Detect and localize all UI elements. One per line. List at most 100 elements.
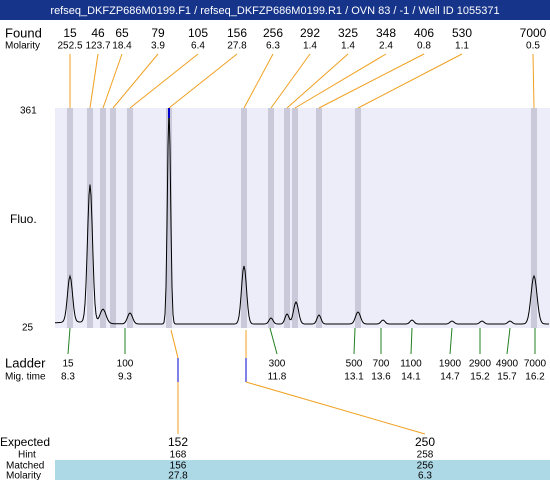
peak-connector (243, 53, 274, 109)
peak-connector (129, 53, 199, 109)
found-label: Found (5, 25, 42, 40)
matched-label: Matched (6, 461, 44, 472)
found-size: 105 (188, 26, 208, 40)
found-molarity: 123.7 (85, 41, 110, 52)
found-size: 292 (300, 26, 320, 40)
found-size: 530 (452, 26, 472, 40)
found-molarity: 252.5 (57, 41, 82, 52)
ladder-size: 500 (346, 359, 363, 370)
expected-size: 250 (415, 435, 435, 449)
matched-molarity: 6.3 (418, 471, 432, 480)
mig-time: 11.8 (268, 372, 287, 383)
found-molarity: 6.4 (191, 41, 205, 52)
peak-band (110, 108, 116, 328)
y-axis-label: Fluo. (10, 212, 37, 226)
matched: 256 (417, 461, 434, 472)
ladder-size: 1900 (439, 359, 462, 370)
plot-area (55, 108, 550, 328)
ladder-size: 15 (62, 359, 74, 370)
expected-label: Expected (0, 435, 50, 449)
found-size: 256 (263, 26, 283, 40)
peak-connector (102, 53, 123, 109)
ladder-size: 7000 (524, 359, 547, 370)
peak-band (166, 108, 172, 328)
peak-connector (286, 53, 349, 109)
ladder-line (410, 327, 413, 355)
hint: 258 (417, 450, 434, 461)
ladder-size: 1100 (400, 359, 422, 370)
mig-time: 14.7 (440, 372, 460, 383)
hint: 168 (170, 450, 187, 461)
matched-molarity: 27.8 (168, 471, 188, 480)
ladder-size: 2900 (469, 359, 492, 370)
ladder-size: 300 (269, 359, 286, 370)
y-min: 25 (22, 323, 34, 334)
found-molarity: 3.9 (151, 41, 165, 52)
peak-band (531, 108, 537, 328)
peak-connector (168, 53, 238, 109)
peak-band (87, 108, 93, 328)
matched-band (55, 460, 550, 480)
peak-connector (294, 53, 387, 109)
found-molarity: 18.4 (112, 41, 132, 52)
peak-band (127, 108, 133, 328)
trace (54, 107, 549, 325)
peak-connector (89, 53, 99, 109)
connector (245, 381, 426, 435)
ladder-size: 700 (373, 359, 390, 370)
expected-size: 152 (168, 435, 188, 449)
found-size: 46 (91, 26, 105, 40)
peak-band (316, 108, 322, 328)
ladder-label: Ladder (5, 355, 46, 370)
ladder-size: 4900 (496, 359, 519, 370)
found-molarity: 0.8 (417, 41, 431, 52)
found-molarity: 2.4 (379, 41, 393, 52)
found-size: 15 (63, 26, 77, 40)
mig-time: 8.3 (61, 372, 75, 383)
peak-connector (318, 53, 425, 109)
ladder-size: 100 (117, 359, 134, 370)
found-molarity: 27.8 (227, 41, 247, 52)
mig-time: 14.1 (401, 372, 421, 383)
mig-time: 13.6 (371, 372, 391, 383)
found-molarity: 1.1 (455, 41, 469, 52)
found-size: 325 (338, 26, 358, 40)
mig-time: 9.3 (118, 372, 132, 383)
molarity-label: Molarity (6, 471, 41, 480)
found-size: 65 (115, 26, 129, 40)
mig-time: 16.2 (525, 372, 545, 383)
peak-connector (532, 53, 535, 109)
peak-band (355, 108, 361, 328)
peak-connector (112, 53, 159, 109)
title: refseq_DKFZP686M0199.F1 / refseq_DKFZP68… (50, 5, 499, 17)
found-molarity: 0.5 (526, 41, 540, 52)
hint-label: Hint (18, 450, 36, 461)
ladder-line (353, 327, 356, 355)
mig-time: 15.2 (470, 372, 490, 383)
ladder-line (67, 327, 71, 355)
found-size: 348 (376, 26, 396, 40)
y-max: 361 (20, 106, 37, 117)
ladder-line (269, 327, 278, 355)
ladder-line (449, 327, 453, 355)
peak-band (241, 108, 247, 328)
peak-connector (270, 53, 311, 109)
found-molarity: 6.3 (266, 41, 280, 52)
found-size: 156 (227, 26, 247, 40)
found-molarity: 1.4 (303, 41, 317, 52)
matched: 156 (170, 461, 187, 472)
connector (170, 329, 179, 359)
peak-band (100, 108, 106, 328)
mig-time-label: Mig. time (5, 372, 46, 383)
molarity-label: Molarity (5, 41, 40, 52)
found-size: 406 (414, 26, 434, 40)
mig-time: 15.7 (497, 372, 517, 383)
ladder-line (506, 327, 511, 355)
found-size: 7000 (520, 26, 547, 40)
peak-band (67, 108, 73, 328)
mig-time: 13.1 (344, 372, 364, 383)
found-molarity: 1.4 (341, 41, 355, 52)
peak-band (292, 108, 298, 328)
peak-band (284, 108, 290, 328)
